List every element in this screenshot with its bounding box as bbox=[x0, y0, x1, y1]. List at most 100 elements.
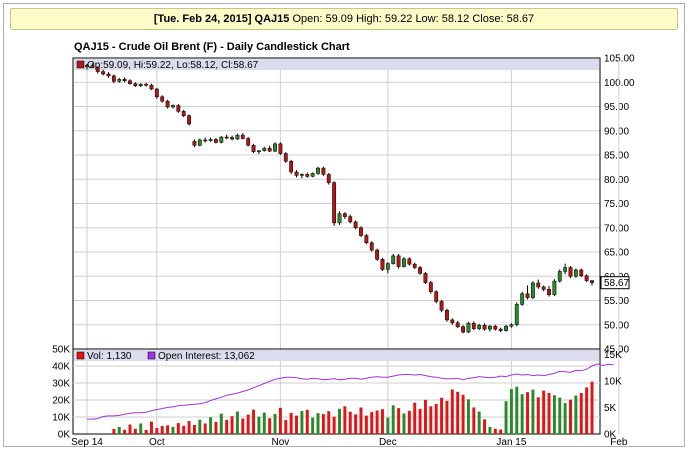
candle-body bbox=[235, 134, 240, 140]
oi-legend-swatch bbox=[147, 351, 156, 360]
candle-body bbox=[498, 328, 503, 331]
date-tick-label: Sep 14 bbox=[71, 437, 103, 448]
candle-body bbox=[90, 65, 95, 68]
candle-body bbox=[547, 289, 551, 295]
candle-body bbox=[176, 105, 181, 112]
volume-bar bbox=[504, 401, 508, 434]
candle-body bbox=[466, 323, 471, 333]
quote-info-bar: [Tue. Feb 24, 2015] QAJ15 Open: 59.09 Hi… bbox=[10, 8, 678, 30]
candle-body bbox=[552, 280, 557, 295]
volume-bar bbox=[461, 394, 465, 434]
price-tick-label: 50.00 bbox=[604, 320, 629, 331]
volume-bar bbox=[520, 394, 524, 434]
volume-bar bbox=[579, 393, 583, 434]
volume-bar bbox=[563, 403, 567, 434]
volume-bar bbox=[246, 414, 250, 434]
volume-bar bbox=[305, 409, 309, 434]
candle-body bbox=[101, 71, 106, 75]
oi-tick-label: 0K bbox=[604, 430, 617, 441]
candle-body bbox=[246, 138, 251, 146]
price-tick-label: 85.00 bbox=[604, 151, 629, 162]
volume-bar bbox=[321, 414, 325, 434]
candle-body bbox=[584, 275, 589, 281]
date-tick-label: Dec bbox=[379, 437, 397, 448]
candle-body bbox=[273, 143, 277, 152]
volume-bar bbox=[569, 399, 572, 434]
price-legend-bar bbox=[74, 59, 599, 70]
price-tick-label: 105.00 bbox=[604, 54, 635, 65]
volume-bar bbox=[354, 414, 358, 434]
volume-legend-swatch bbox=[76, 351, 85, 360]
candle-body bbox=[579, 269, 584, 277]
candle-body bbox=[342, 213, 347, 217]
volume-bar bbox=[241, 418, 245, 434]
volume-bar bbox=[547, 392, 551, 434]
candle-body bbox=[133, 83, 138, 86]
candle-body bbox=[375, 249, 380, 260]
candle-body bbox=[299, 174, 304, 176]
candle-body bbox=[256, 150, 261, 152]
candle-body bbox=[520, 293, 525, 305]
candle-body bbox=[316, 167, 320, 174]
price-tick-label: 90.00 bbox=[604, 126, 629, 137]
volume-bar bbox=[466, 399, 470, 434]
volume-bar bbox=[203, 423, 207, 434]
candle-body bbox=[165, 100, 170, 108]
open-value: 59.09 bbox=[325, 13, 354, 25]
candle-body bbox=[214, 139, 218, 143]
price-tick-label: 70.00 bbox=[604, 223, 629, 234]
volume-bar bbox=[493, 428, 497, 434]
candle-body bbox=[278, 143, 283, 154]
candle-body bbox=[144, 83, 149, 86]
price-tick-label: 80.00 bbox=[604, 175, 629, 186]
volume-bar bbox=[343, 406, 347, 434]
volume-bar bbox=[187, 421, 191, 434]
price-tick-label: 55.00 bbox=[604, 296, 629, 307]
candle-body bbox=[85, 65, 89, 67]
candle-body bbox=[192, 141, 197, 146]
price-legend-swatch bbox=[76, 60, 85, 69]
candle-body bbox=[267, 147, 272, 152]
candle-body bbox=[364, 235, 369, 244]
volume-panel-border bbox=[72, 348, 601, 435]
low-label: Low: bbox=[415, 13, 439, 25]
price-tick-label: 100.00 bbox=[604, 78, 635, 89]
volume-bar bbox=[531, 389, 535, 434]
candle-body bbox=[305, 174, 310, 177]
volume-bar bbox=[359, 407, 363, 434]
candle-body bbox=[203, 139, 208, 142]
volume-legend-text: Vol: 1,130 bbox=[87, 351, 132, 362]
candle-body bbox=[262, 147, 267, 151]
volume-bar bbox=[386, 417, 390, 434]
volume-bar bbox=[434, 403, 438, 434]
candle-body bbox=[407, 258, 412, 265]
candle-body bbox=[380, 259, 385, 270]
candle-body bbox=[321, 167, 326, 175]
volume-bar bbox=[268, 418, 272, 434]
volume-bar bbox=[402, 413, 406, 434]
volume-bar bbox=[316, 413, 320, 434]
volume-bar bbox=[440, 397, 444, 434]
volume-bar bbox=[477, 411, 481, 434]
price-tick-label: 95.00 bbox=[604, 102, 629, 113]
candle-body bbox=[412, 263, 417, 268]
volume-bar bbox=[375, 410, 379, 434]
volume-bar bbox=[155, 428, 159, 434]
candle-body bbox=[461, 326, 465, 333]
volume-bar bbox=[117, 426, 121, 434]
high-value: 59.22 bbox=[384, 13, 413, 25]
volume-bar bbox=[214, 421, 218, 434]
volume-bar bbox=[536, 397, 540, 434]
candle-body bbox=[418, 267, 423, 274]
volume-bar bbox=[230, 416, 234, 434]
volume-bar bbox=[515, 386, 519, 434]
volume-bar bbox=[450, 389, 454, 434]
candle-body bbox=[514, 304, 519, 326]
price-tick-label: 65.00 bbox=[604, 248, 629, 259]
volume-legend-bar bbox=[74, 350, 599, 361]
close-value: 58.67 bbox=[506, 13, 535, 25]
candle-body bbox=[240, 134, 245, 139]
chart-title: QAJ15 - Crude Oil Brent (F) - Daily Cand… bbox=[74, 41, 350, 53]
candle-body bbox=[493, 325, 498, 330]
